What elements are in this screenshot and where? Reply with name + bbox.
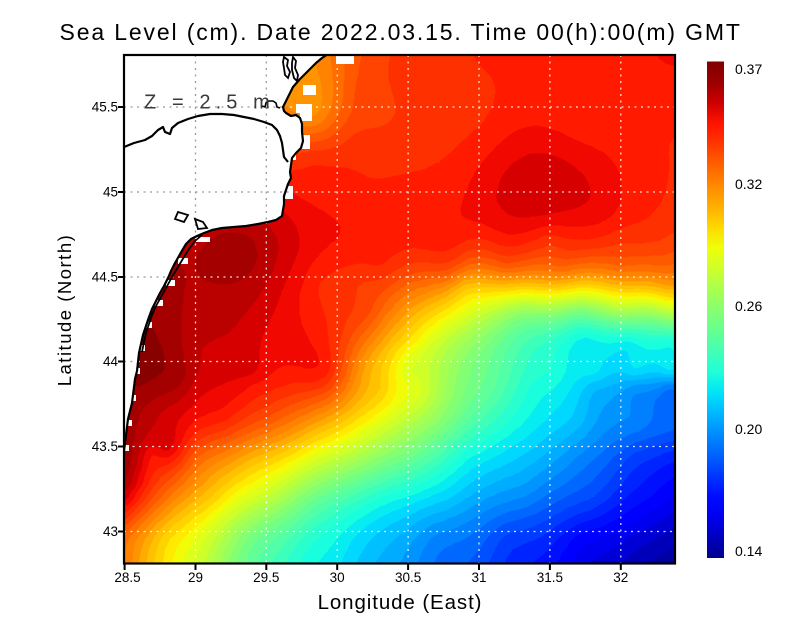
svg-text:30.5: 30.5 [395, 570, 421, 585]
svg-text:44.5: 44.5 [92, 270, 118, 285]
svg-text:31: 31 [471, 570, 486, 585]
svg-text:29: 29 [188, 570, 203, 585]
svg-text:0.20: 0.20 [735, 421, 762, 437]
svg-text:30: 30 [330, 570, 345, 585]
svg-text:31.5: 31.5 [537, 570, 563, 585]
svg-text:44: 44 [103, 354, 119, 369]
svg-text:45.5: 45.5 [92, 100, 118, 115]
svg-text:0.37: 0.37 [735, 61, 762, 77]
svg-text:45: 45 [103, 185, 118, 200]
svg-text:0.32: 0.32 [735, 176, 762, 192]
svg-text:0.14: 0.14 [735, 543, 762, 559]
svg-text:Z = 2.5 m: Z = 2.5 m [144, 92, 275, 114]
svg-text:Longitude (East): Longitude (East) [318, 591, 483, 614]
svg-text:Sea Level (cm). Date 2022.03.1: Sea Level (cm). Date 2022.03.15. Time 00… [60, 19, 742, 45]
svg-text:28.5: 28.5 [114, 570, 140, 585]
svg-text:43.5: 43.5 [92, 439, 118, 454]
svg-text:43: 43 [103, 524, 118, 539]
svg-text:0.26: 0.26 [735, 298, 762, 314]
svg-text:29.5: 29.5 [253, 570, 279, 585]
svg-text:32: 32 [613, 570, 628, 585]
svg-text:Latitude (North): Latitude (North) [54, 234, 75, 387]
